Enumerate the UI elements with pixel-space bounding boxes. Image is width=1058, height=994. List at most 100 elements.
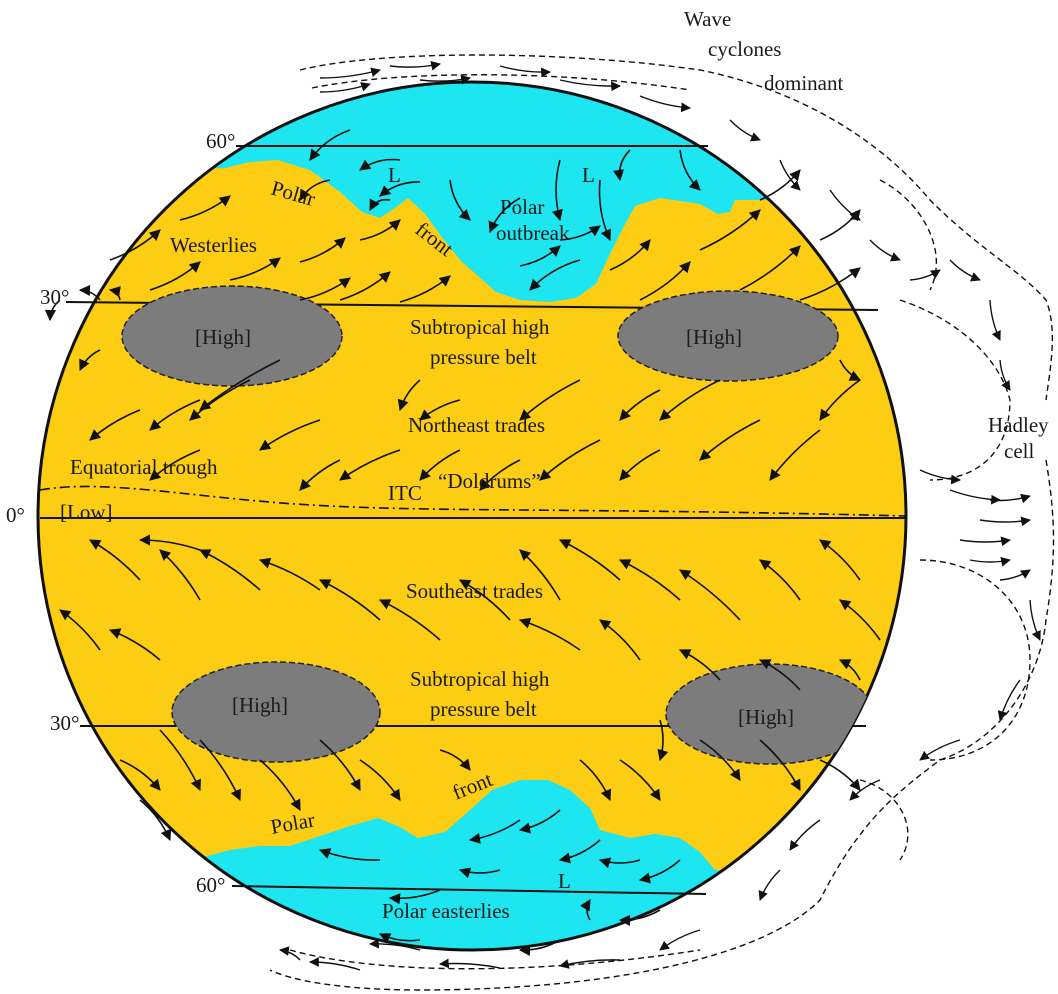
circulation-arrow-23: [997, 679, 1021, 721]
circulation-arrow-30: [439, 958, 501, 969]
wind-arrow-ne-trade-21: [79, 349, 101, 372]
polar-outbreak-line2: outbreak: [496, 221, 570, 245]
north-polar-region: [38, 82, 906, 302]
wind-arrow-polar-n-7: [612, 149, 631, 182]
circulation-arrow-16: [949, 489, 1001, 505]
circulation-arrow-8: [779, 159, 801, 191]
wind-arrow-se-trade-10: [679, 569, 741, 621]
high-cell-sw: [171, 661, 381, 763]
wind-arrow-ne-trade-2: [189, 379, 251, 421]
subtropical-north-line1: Subtropical high: [410, 315, 550, 339]
wind-arrow-westerly-4: [299, 237, 346, 263]
wind-arrow-westerly-2: [149, 261, 201, 291]
wind-arrow-se-trade-20: [838, 659, 861, 681]
wind-arrow-polar-n-0: [309, 129, 351, 161]
circulation-arrow-0: [319, 67, 381, 79]
wind-arrow-se-trade-17: [599, 619, 641, 661]
subtropical-south-line2: pressure belt: [430, 697, 537, 721]
wave-cyclones-line1: Wave: [684, 7, 731, 31]
wind-arrow-s-westerly-12: [119, 759, 161, 791]
wind-arrow-s-westerly-1: [199, 739, 241, 802]
circulation-arrow-19: [959, 536, 1011, 547]
wind-arrow-polar-s-11: [618, 909, 661, 926]
southeast-trades-label: Southeast trades: [406, 579, 543, 603]
wind-arrow-polar-s-5: [458, 867, 501, 879]
outer-cell-south-inner: [289, 949, 701, 970]
wind-arrow-polar-n-3: [369, 198, 391, 211]
wave-cyclones-line2: cyclones: [708, 37, 781, 61]
wind-arrow-se-trade-11: [759, 559, 801, 601]
wind-arrow-se-trade-16: [518, 617, 581, 651]
circulation-arrow-21: [999, 569, 1031, 581]
circulation-arrow-9: [829, 189, 861, 221]
circulation-arrow-13: [989, 299, 1001, 341]
wind-arrow-se-trade-9: [618, 559, 681, 601]
circulation-arrow-17: [989, 493, 1031, 504]
circulation-arrow-18: [979, 516, 1031, 527]
ferrel-loop-north: [879, 179, 938, 291]
wind-arrow-ne-trade-9: [299, 459, 341, 491]
wind-arrow-westerly-8: [399, 275, 451, 303]
lat-label-n30: 30°: [40, 285, 69, 309]
lat-label-s30: 30°: [50, 711, 79, 735]
wind-arrow-westerly-16: [799, 267, 861, 301]
wind-arrow-ne-trade-20: [839, 359, 862, 381]
doldrums-label: “Doldrums”: [438, 469, 541, 493]
pressure-cells: [121, 285, 875, 765]
wind-arrow-polar-n-8: [679, 149, 701, 191]
wind-arrow-s-westerly-11: [657, 719, 669, 762]
wind-arrow-s-westerly-5: [439, 749, 471, 771]
circulation-arrow-22: [1029, 599, 1041, 641]
wind-arrow-ne-trade-18: [769, 429, 821, 481]
lat-label-n60: 60°: [206, 129, 235, 153]
wind-arrow-westerly-10: [559, 225, 601, 241]
wind-arrow-polar-n-6: [598, 179, 611, 242]
low-l-2: L: [582, 163, 595, 187]
circulation-arrow-20: [969, 556, 1011, 567]
wind-arrow-se-trade-12: [819, 539, 861, 581]
circulation-arrow-25: [849, 779, 881, 801]
wind-arrow-s-westerly-2: [259, 759, 301, 811]
wind-arrow-se-trade-0: [89, 539, 141, 581]
wind-arrow-polar-s-7: [388, 889, 441, 905]
wind-arrow-ne-trade-10: [419, 449, 461, 481]
wind-arrow-polar-n-9: [529, 259, 581, 291]
wind-arrow-ne-trade-8: [339, 449, 401, 481]
wind-arrow-polar-n-10: [488, 197, 521, 234]
wind-arrows: [44, 129, 881, 956]
wind-arrow-polar-s-6: [318, 848, 381, 861]
outer-cell-north-inner: [311, 74, 691, 91]
wind-arrow-s-westerly-3: [319, 739, 361, 791]
wave-cyclones-line3: dominant: [764, 71, 843, 95]
hadley-line1: Hadley: [988, 413, 1049, 437]
wind-arrow-polar-n-11: [299, 179, 331, 201]
wind-arrow-westerly-13: [699, 209, 761, 251]
wind-arrow-westerly-6: [359, 219, 401, 241]
wind-arrow-se-trade-13: [839, 599, 881, 641]
circulation-arrow-32: [309, 957, 361, 971]
wind-arrow-s-westerly-9: [759, 739, 801, 791]
high-nw-label: [High]: [195, 325, 251, 349]
circulation-arrow-15: [919, 469, 961, 485]
wind-arrow-se-trade-1: [159, 549, 201, 601]
low-l-1: L: [388, 163, 401, 187]
polar-outbreak-line1: Polar: [500, 195, 544, 219]
wind-arrow-westerly-5: [339, 271, 391, 301]
ferrel-loop-south: [859, 779, 909, 861]
wind-arrow-ne-trade-7: [419, 399, 461, 421]
wind-arrow-se-trade-3: [258, 557, 321, 591]
high-sw-label: [High]: [232, 693, 288, 717]
wind-arrow-ne-trade-3: [199, 359, 281, 411]
circulation-arrow-29: [559, 959, 621, 969]
wind-arrow-ne-trade-16: [699, 419, 761, 461]
wind-arrow-polar-s-0: [468, 819, 521, 844]
wind-arrow-polar-s-3: [598, 857, 641, 869]
wind-arrow-polar-s-10: [580, 899, 591, 921]
circulation-arrow-6: [419, 74, 471, 85]
wind-arrow-s-westerly-7: [619, 759, 661, 801]
outer-cell-south-outline: [269, 459, 1055, 991]
circulation-arrow-7: [729, 119, 761, 142]
westerlies-label: Westerlies: [170, 233, 257, 257]
